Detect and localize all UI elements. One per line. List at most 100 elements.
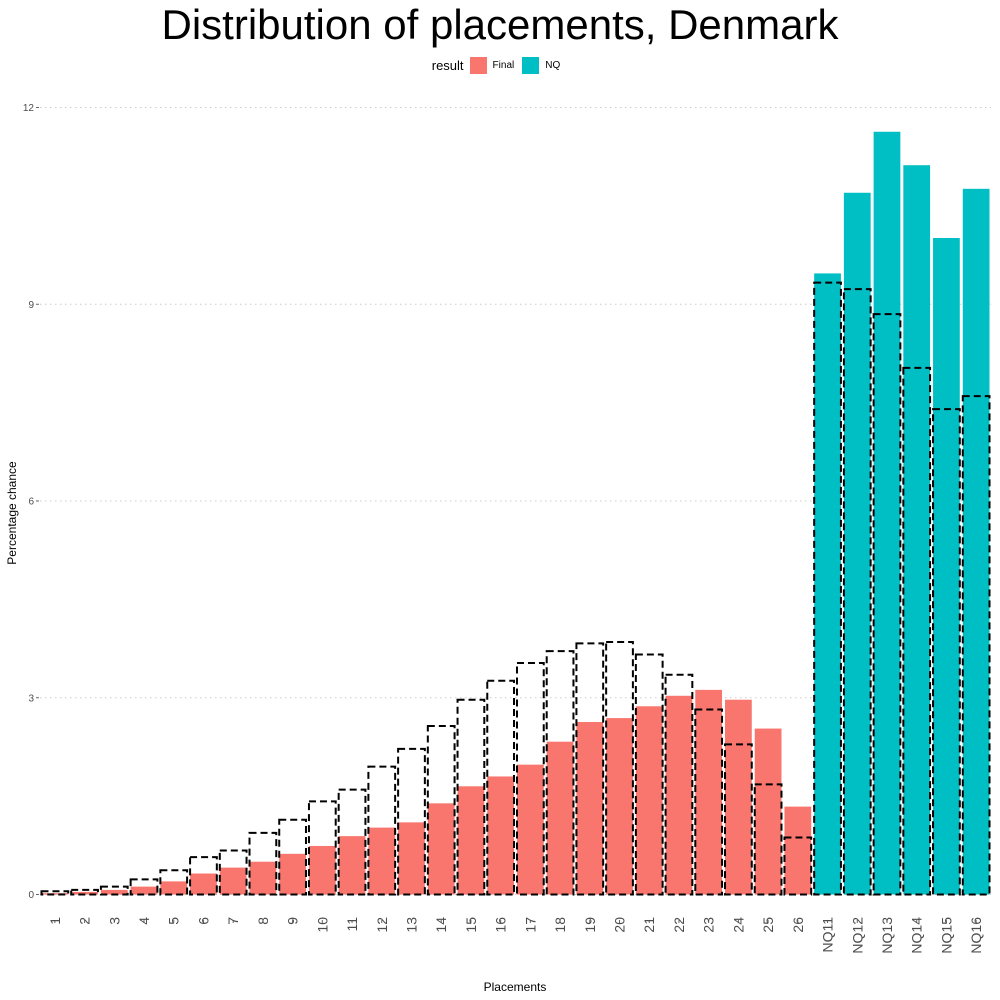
x-tick-label: NQ14 <box>909 917 925 954</box>
bar-16 <box>487 776 515 895</box>
bar-2 <box>71 891 98 895</box>
reference-outline-12 <box>367 765 397 896</box>
reference-outline-13 <box>397 747 426 896</box>
x-axis: 1 2 3 4 5 6 7 8 9 10 11 12 13 14 15 16 17 18 19 20 21 22 23 24 2… <box>47 917 984 954</box>
legend: result Final NQ <box>0 57 1000 74</box>
reference-outline-2 <box>70 888 99 896</box>
bar-12 <box>368 827 396 895</box>
x-tick-label: 24 <box>730 917 746 933</box>
bar-18 <box>546 741 574 895</box>
x-tick-label: 18 <box>552 917 568 933</box>
bar-15 <box>457 786 485 895</box>
reference-outline-19 <box>575 642 605 896</box>
reference-outline-6 <box>189 856 218 896</box>
x-tick-label: NQ16 <box>968 917 984 954</box>
reference-outline-25 <box>753 783 783 896</box>
reference-outline-5 <box>159 869 189 896</box>
bar-11 <box>338 836 366 895</box>
reference-outline-NQ15 <box>932 408 961 896</box>
reference-outline-24 <box>724 743 753 896</box>
reference-outline-4 <box>129 878 159 896</box>
x-tick-label: 9 <box>285 917 301 925</box>
bar-NQ15 <box>933 238 960 895</box>
bar-3 <box>100 889 128 895</box>
x-tick-label: NQ12 <box>849 917 865 954</box>
chart-title: Distribution of placements, Denmark <box>161 1 839 48</box>
reference-outline-NQ11 <box>813 281 842 896</box>
bar-26 <box>784 806 812 895</box>
bar-8 <box>249 861 277 895</box>
x-tick-label: 10 <box>314 917 330 933</box>
x-tick-label: 7 <box>225 917 241 925</box>
bar-NQ16 <box>962 188 990 895</box>
x-tick-label: 25 <box>760 917 776 933</box>
y-tick-label: 9 <box>28 300 34 311</box>
reference-outline-NQ14 <box>902 366 932 896</box>
bar-4 <box>130 886 158 895</box>
bar-NQ14 <box>903 165 931 895</box>
bar-19 <box>576 722 604 895</box>
y-tick-label: 6 <box>28 497 34 508</box>
x-tick-label: 26 <box>790 917 806 933</box>
legend-item-nq: NQ <box>522 57 560 74</box>
legend-label-final: Final <box>492 60 515 71</box>
reference-outline-26 <box>783 836 813 896</box>
x-axis-label: Placements <box>484 980 547 994</box>
x-tick-label: 16 <box>493 917 509 933</box>
x-tick-label: 21 <box>641 917 657 933</box>
legend-title: result <box>431 58 464 73</box>
bar-20 <box>606 718 633 895</box>
reference-outline-22 <box>664 673 694 896</box>
bar-5 <box>160 881 188 895</box>
bar-25 <box>754 728 782 895</box>
legend-label-nq: NQ <box>545 60 561 71</box>
reference-outline-NQ12 <box>842 288 872 896</box>
reference-outline-7 <box>218 849 248 896</box>
x-tick-label: 8 <box>255 917 271 925</box>
y-axis-label: Percentage chance <box>5 461 19 565</box>
x-tick-label: 13 <box>403 917 419 933</box>
x-tick-label: 23 <box>701 917 717 933</box>
bar-14 <box>427 803 455 895</box>
reference-outline-15 <box>456 698 486 896</box>
x-tick-label: 12 <box>374 917 390 933</box>
bar-21 <box>635 706 663 895</box>
x-tick-label: NQ11 <box>820 917 836 953</box>
bar-13 <box>398 822 425 895</box>
x-tick-label: 20 <box>612 917 628 933</box>
reference-outline-14 <box>426 724 456 896</box>
x-tick-label: 22 <box>671 917 687 933</box>
y-tick-label: 12 <box>23 103 35 114</box>
reference-outline-17 <box>515 661 545 896</box>
reference-outline-8 <box>248 831 278 896</box>
reference-outline-NQ13 <box>872 313 902 896</box>
reference-outline-NQ16 <box>961 395 991 896</box>
x-tick-label: 11 <box>344 917 360 932</box>
x-tick-label: 2 <box>77 917 93 925</box>
reference-outlines <box>40 281 991 896</box>
gridlines <box>40 107 991 895</box>
x-tick-label: 15 <box>463 917 479 933</box>
bar-NQ12 <box>843 192 871 895</box>
bar-6 <box>190 873 217 895</box>
legend-swatch-final <box>469 57 487 74</box>
bar-NQ11 <box>814 273 841 895</box>
reference-outline-18 <box>545 650 575 896</box>
legend-item-final: Final <box>469 57 515 74</box>
bar-17 <box>516 764 544 895</box>
x-tick-label: 17 <box>522 917 538 933</box>
y-axis: 0 3 6 9 12 <box>23 103 39 901</box>
bar-1 <box>41 893 69 895</box>
bar-7 <box>219 867 247 895</box>
reference-outline-3 <box>99 885 129 896</box>
x-tick-label: 3 <box>106 917 122 925</box>
reference-outline-10 <box>307 800 337 896</box>
x-tick-label: 1 <box>47 917 63 925</box>
bar-9 <box>279 853 306 895</box>
x-tick-label: NQ13 <box>879 917 895 954</box>
reference-outline-1 <box>40 890 70 896</box>
x-tick-label: 19 <box>582 917 598 933</box>
reference-outline-20 <box>605 641 634 896</box>
x-tick-label: 4 <box>136 917 152 925</box>
